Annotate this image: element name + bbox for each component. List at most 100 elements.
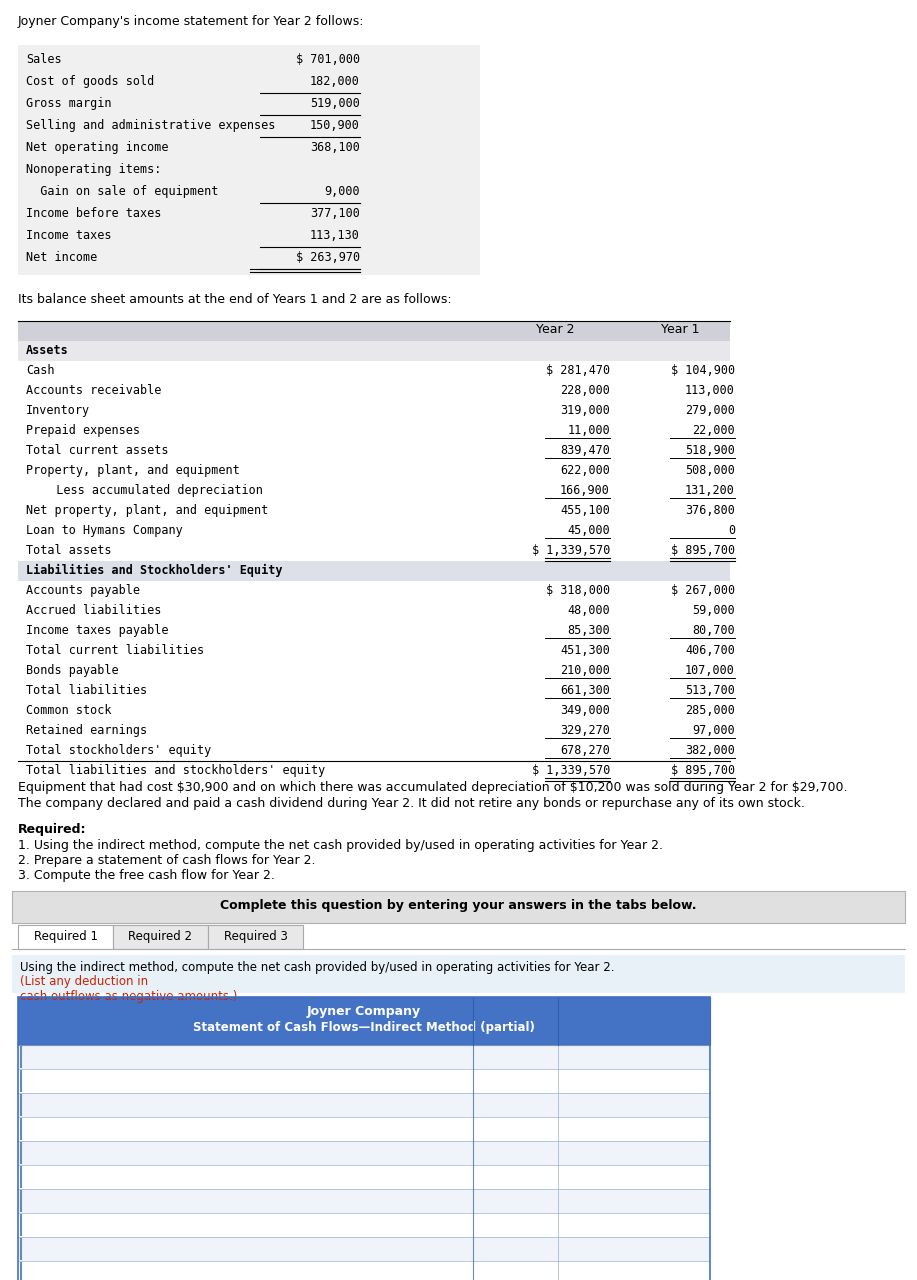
Text: Year 2: Year 2 xyxy=(536,323,574,335)
Text: Accounts receivable: Accounts receivable xyxy=(26,384,161,397)
Text: Assets: Assets xyxy=(26,344,69,357)
Text: 451,300: 451,300 xyxy=(560,644,610,657)
Text: Loan to Hymans Company: Loan to Hymans Company xyxy=(26,524,182,538)
Text: 11,000: 11,000 xyxy=(568,424,610,436)
Bar xyxy=(18,1213,710,1236)
Text: 166,900: 166,900 xyxy=(560,484,610,497)
Bar xyxy=(18,1117,710,1140)
Bar xyxy=(18,45,480,275)
Text: Cost of goods sold: Cost of goods sold xyxy=(26,76,154,88)
Text: Statement of Cash Flows—Indirect Method (partial): Statement of Cash Flows—Indirect Method … xyxy=(193,1021,535,1034)
Bar xyxy=(18,561,730,581)
Text: Prepaid expenses: Prepaid expenses xyxy=(26,424,140,436)
Text: $ 263,970: $ 263,970 xyxy=(296,251,360,264)
Text: Complete this question by entering your answers in the tabs below.: Complete this question by entering your … xyxy=(220,899,696,911)
Text: 22,000: 22,000 xyxy=(692,424,735,436)
Text: Property, plant, and equipment: Property, plant, and equipment xyxy=(26,463,239,477)
Text: 518,900: 518,900 xyxy=(685,444,735,457)
Text: Total stockholders' equity: Total stockholders' equity xyxy=(26,744,211,756)
Bar xyxy=(18,997,710,1280)
Bar xyxy=(18,1189,710,1213)
Text: 3. Compute the free cash flow for Year 2.: 3. Compute the free cash flow for Year 2… xyxy=(18,869,275,882)
Text: Cash: Cash xyxy=(26,364,54,378)
Text: Inventory: Inventory xyxy=(26,404,90,417)
Text: Liabilities and Stockholders' Equity: Liabilities and Stockholders' Equity xyxy=(26,564,282,577)
Text: Income taxes: Income taxes xyxy=(26,229,112,242)
Text: 59,000: 59,000 xyxy=(692,604,735,617)
Text: Common stock: Common stock xyxy=(26,704,112,717)
Text: Retained earnings: Retained earnings xyxy=(26,724,147,737)
Bar xyxy=(12,955,905,993)
Text: Accrued liabilities: Accrued liabilities xyxy=(26,604,161,617)
Text: 406,700: 406,700 xyxy=(685,644,735,657)
Text: Net income: Net income xyxy=(26,251,97,264)
Text: Its balance sheet amounts at the end of Years 1 and 2 are as follows:: Its balance sheet amounts at the end of … xyxy=(18,293,452,306)
Text: $ 281,470: $ 281,470 xyxy=(546,364,610,378)
Text: 279,000: 279,000 xyxy=(685,404,735,417)
Text: 319,000: 319,000 xyxy=(560,404,610,417)
Text: Less accumulated depreciation: Less accumulated depreciation xyxy=(42,484,263,497)
Bar xyxy=(18,340,730,361)
Text: 508,000: 508,000 xyxy=(685,463,735,477)
Text: Using the indirect method, compute the net cash provided by/used in operating ac: Using the indirect method, compute the n… xyxy=(20,961,614,974)
Text: Year 1: Year 1 xyxy=(661,323,700,335)
Text: $ 267,000: $ 267,000 xyxy=(671,584,735,596)
Text: 9,000: 9,000 xyxy=(325,186,360,198)
Bar xyxy=(18,321,730,340)
Text: Total liabilities and stockholders' equity: Total liabilities and stockholders' equi… xyxy=(26,764,326,777)
Text: 329,270: 329,270 xyxy=(560,724,610,737)
Text: 455,100: 455,100 xyxy=(560,504,610,517)
Bar xyxy=(18,1069,710,1093)
Text: 150,900: 150,900 xyxy=(310,119,360,132)
Text: 513,700: 513,700 xyxy=(685,684,735,698)
Text: 1. Using the indirect method, compute the net cash provided by/used in operating: 1. Using the indirect method, compute th… xyxy=(18,838,663,852)
Text: $ 1,339,570: $ 1,339,570 xyxy=(532,544,610,557)
Text: 45,000: 45,000 xyxy=(568,524,610,538)
Text: 678,270: 678,270 xyxy=(560,744,610,756)
Text: 80,700: 80,700 xyxy=(692,623,735,637)
Text: $ 104,900: $ 104,900 xyxy=(671,364,735,378)
Text: 48,000: 48,000 xyxy=(568,604,610,617)
Bar xyxy=(18,1261,710,1280)
Text: 182,000: 182,000 xyxy=(310,76,360,88)
Text: 839,470: 839,470 xyxy=(560,444,610,457)
Text: (List any deduction in
cash outflows as negative amounts.): (List any deduction in cash outflows as … xyxy=(20,975,238,1004)
Text: Sales: Sales xyxy=(26,52,61,67)
Bar xyxy=(113,925,208,948)
Text: $ 1,339,570: $ 1,339,570 xyxy=(532,764,610,777)
Text: The company declared and paid a cash dividend during Year 2. It did not retire a: The company declared and paid a cash div… xyxy=(18,797,805,810)
Text: Income taxes payable: Income taxes payable xyxy=(26,623,169,637)
Text: Total current liabilities: Total current liabilities xyxy=(26,644,204,657)
Text: Net property, plant, and equipment: Net property, plant, and equipment xyxy=(26,504,269,517)
Text: 622,000: 622,000 xyxy=(560,463,610,477)
Bar xyxy=(18,997,710,1044)
Text: 107,000: 107,000 xyxy=(685,664,735,677)
Text: Joyner Company's income statement for Year 2 follows:: Joyner Company's income statement for Ye… xyxy=(18,15,364,28)
Text: 661,300: 661,300 xyxy=(560,684,610,698)
Text: Selling and administrative expenses: Selling and administrative expenses xyxy=(26,119,275,132)
Text: 382,000: 382,000 xyxy=(685,744,735,756)
Bar xyxy=(18,925,113,948)
Text: 285,000: 285,000 xyxy=(685,704,735,717)
Text: 376,800: 376,800 xyxy=(685,504,735,517)
Text: 0: 0 xyxy=(728,524,735,538)
Text: Gross margin: Gross margin xyxy=(26,97,112,110)
Text: Required 3: Required 3 xyxy=(224,931,287,943)
Text: 113,000: 113,000 xyxy=(685,384,735,397)
Text: Required 1: Required 1 xyxy=(34,931,97,943)
Text: Total current assets: Total current assets xyxy=(26,444,169,457)
Text: 113,130: 113,130 xyxy=(310,229,360,242)
Text: Total liabilities: Total liabilities xyxy=(26,684,147,698)
Text: 97,000: 97,000 xyxy=(692,724,735,737)
Text: Net operating income: Net operating income xyxy=(26,141,169,154)
Bar xyxy=(18,1236,710,1261)
Bar xyxy=(18,1093,710,1117)
Text: 228,000: 228,000 xyxy=(560,384,610,397)
Text: Joyner Company: Joyner Company xyxy=(307,1005,421,1018)
Text: $ 895,700: $ 895,700 xyxy=(671,544,735,557)
Text: Total assets: Total assets xyxy=(26,544,112,557)
Text: 131,200: 131,200 xyxy=(685,484,735,497)
Text: Gain on sale of equipment: Gain on sale of equipment xyxy=(26,186,218,198)
Text: 2. Prepare a statement of cash flows for Year 2.: 2. Prepare a statement of cash flows for… xyxy=(18,854,315,867)
Text: 377,100: 377,100 xyxy=(310,207,360,220)
